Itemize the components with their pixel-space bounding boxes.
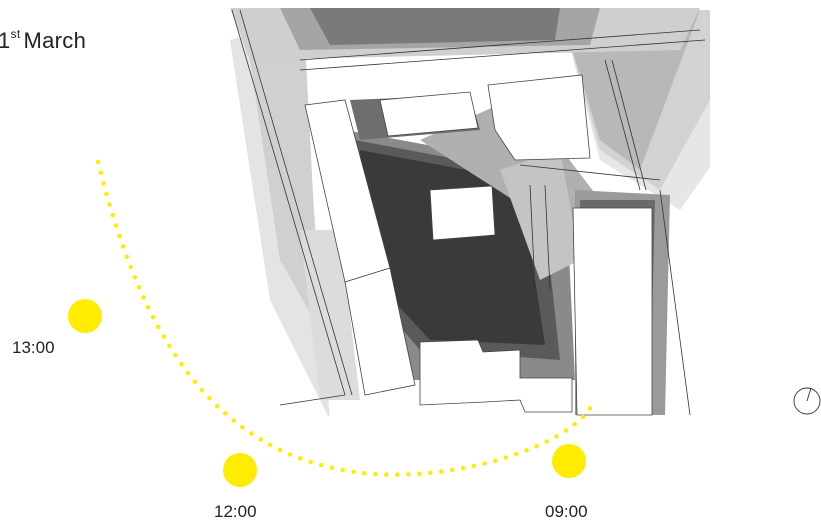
- building-center: [429, 185, 496, 241]
- boundary-north: [299, 29, 701, 61]
- north-arrow-compass-icon: [793, 387, 821, 415]
- boundary-north-2: [299, 39, 706, 71]
- ramp-rail-b: [544, 184, 551, 291]
- sun-0900-icon: [552, 444, 586, 478]
- stair-rail-a: [604, 59, 641, 191]
- road-edge-west: [231, 9, 346, 396]
- road-edge-south: [279, 394, 346, 406]
- building-northeast: [487, 74, 591, 161]
- building-south: [419, 339, 573, 413]
- sun-time-label-1300: 13:00: [12, 338, 55, 357]
- sun-1200-icon: [223, 453, 257, 487]
- diagram-title: 1st March: [0, 27, 87, 54]
- sun-time-label-0900: 09:00: [545, 502, 588, 521]
- path-line: [519, 164, 661, 181]
- building-southwest: [344, 267, 416, 396]
- title-suffix: st: [10, 27, 21, 41]
- site-linework: [231, 9, 706, 416]
- buildings: [304, 74, 653, 416]
- stair-rail-b: [611, 59, 647, 191]
- shadow-fan-west-inner: [250, 40, 320, 330]
- shadow-courtyard-light-band-2: [500, 150, 580, 280]
- sun-time-label-1200: 12:00: [214, 502, 257, 521]
- sun-path-dots: [95, 159, 595, 477]
- sun-1300-icon: [68, 299, 102, 333]
- building-east: [572, 207, 653, 416]
- compass-circle: [793, 387, 821, 415]
- sun-positions: [68, 299, 586, 487]
- building-north: [379, 91, 479, 137]
- compass-needle: [806, 387, 812, 402]
- boundary-east: [659, 189, 691, 416]
- road-edge-west-2: [239, 9, 353, 396]
- shadow-north-strip-core: [310, 8, 560, 45]
- shadow-layers: [230, 8, 710, 416]
- title-day: 1: [0, 28, 11, 53]
- ramp-rail-a: [529, 184, 536, 291]
- shadow-courtyard-core: [360, 150, 545, 345]
- title-month: March: [23, 28, 87, 53]
- sun-path: [95, 159, 595, 477]
